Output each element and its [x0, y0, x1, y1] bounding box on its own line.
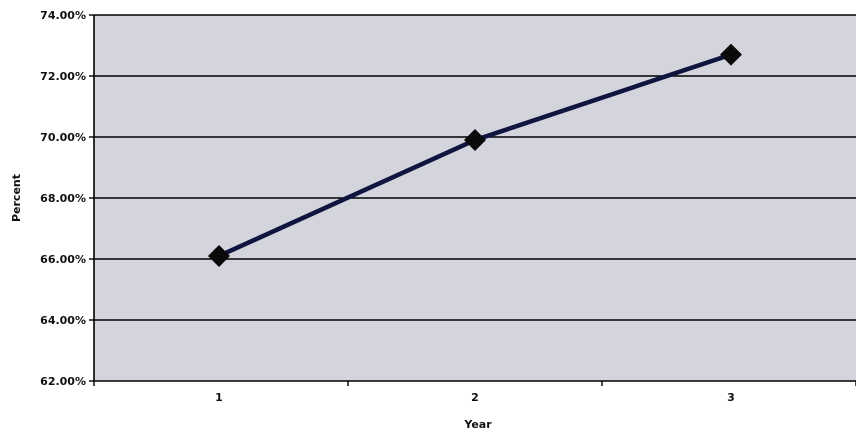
series: [208, 43, 742, 267]
y-axis-title: Percent: [10, 174, 23, 222]
y-tick-label: 74.00%: [40, 9, 86, 22]
y-tick-label: 62.00%: [40, 375, 86, 388]
y-tick-label: 66.00%: [40, 253, 86, 266]
x-tick-label: 3: [727, 391, 735, 404]
y-tick-label: 72.00%: [40, 70, 86, 83]
tick-labels: 62.00% 64.00% 66.00% 68.00% 70.00% 72.00% 74.0…: [40, 9, 735, 404]
data-point-marker: [720, 43, 742, 66]
y-tick-label: 70.00%: [40, 131, 86, 144]
data-point-marker: [464, 129, 486, 152]
y-tick-label: 68.00%: [40, 192, 86, 205]
x-axis-title: Year: [463, 418, 492, 431]
x-tick-label: 2: [471, 391, 479, 404]
y-tick-label: 64.00%: [40, 314, 86, 327]
axes: [89, 14, 856, 386]
data-point-marker: [208, 244, 230, 267]
x-tick-label: 1: [215, 391, 223, 404]
